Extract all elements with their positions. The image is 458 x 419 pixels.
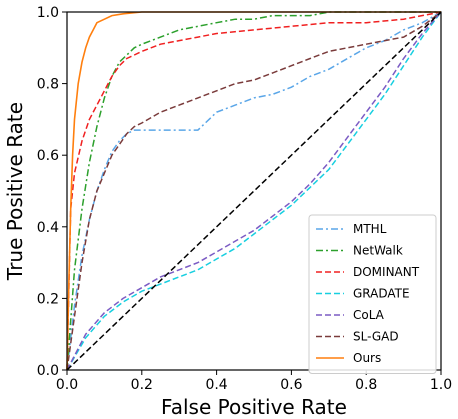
y-tick-label: 0.0 xyxy=(37,363,59,379)
legend-label-sl-gad: SL-GAD xyxy=(353,330,399,344)
legend-label-dominant: DOMINANT xyxy=(353,265,420,279)
y-tick-label: 0.2 xyxy=(37,291,59,307)
y-axis-label: True Positive Rate xyxy=(3,102,27,281)
legend-box xyxy=(308,214,437,374)
x-tick-label: 0.4 xyxy=(205,377,227,393)
series-line-gradate xyxy=(66,11,442,371)
y-tick-label: 0.6 xyxy=(37,148,59,164)
y-tick-label: 0.8 xyxy=(37,77,59,93)
x-tick-label: 0.2 xyxy=(131,377,153,393)
y-tick-label: 0.4 xyxy=(37,220,59,236)
x-tick-label: 0.6 xyxy=(280,377,302,393)
diagonal-reference-line xyxy=(66,11,442,371)
x-tick-label: 0.0 xyxy=(56,377,78,393)
series-line-mthl xyxy=(66,11,442,371)
x-axis-label: False Positive Rate xyxy=(161,395,347,419)
x-tick-label: 1.0 xyxy=(430,377,452,393)
y-axis-ticks: 0.0 0.2 0.4 0.6 0.8 1.0 xyxy=(37,5,67,379)
plot-frame xyxy=(66,11,442,371)
legend-label-mthl: MTHL xyxy=(353,222,387,236)
x-axis-ticks: 0.0 0.2 0.4 0.6 0.8 1.0 xyxy=(56,370,452,393)
series-line-sl-gad xyxy=(66,11,442,371)
legend: MTHL NetWalk DOMINANT GRADATE CoLA SL-GAD Ours xyxy=(308,214,437,374)
x-tick-label: 0.8 xyxy=(355,377,377,393)
series-line-cola xyxy=(66,11,442,371)
legend-label-netwalk: NetWalk xyxy=(353,244,403,258)
series-line-dominant xyxy=(66,11,442,371)
y-tick-label: 1.0 xyxy=(37,5,59,21)
legend-label-cola: CoLA xyxy=(353,308,385,322)
legend-label-ours: Ours xyxy=(353,351,381,365)
legend-label-gradate: GRADATE xyxy=(353,287,410,301)
